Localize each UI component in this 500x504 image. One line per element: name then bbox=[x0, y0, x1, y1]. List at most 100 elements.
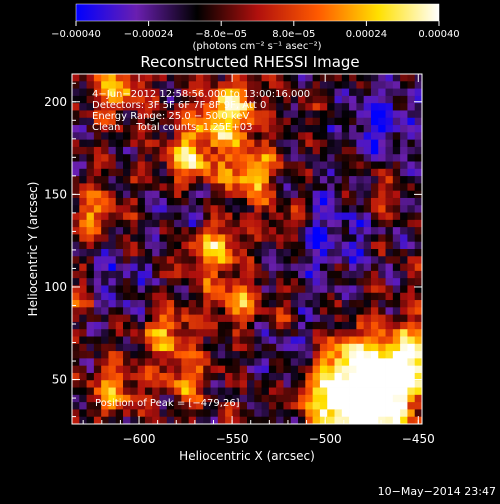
heatmap-cell bbox=[225, 256, 233, 264]
heatmap-cell bbox=[210, 329, 219, 337]
heatmap-cell bbox=[356, 285, 365, 294]
heatmap-cell bbox=[217, 351, 226, 359]
heatmap-cell bbox=[414, 372, 422, 381]
heatmap-cell bbox=[72, 336, 80, 345]
heatmap-cell bbox=[181, 285, 190, 294]
heatmap-cell bbox=[400, 321, 408, 330]
heatmap-cell bbox=[305, 95, 314, 104]
heatmap-cell bbox=[181, 380, 190, 388]
heatmap-cell bbox=[254, 314, 262, 323]
heatmap-cell bbox=[188, 394, 197, 403]
heatmap-cell bbox=[144, 278, 153, 286]
heatmap-cell bbox=[232, 95, 241, 104]
heatmap-cell bbox=[210, 219, 219, 228]
heatmap-cell bbox=[225, 300, 233, 308]
heatmap-cell bbox=[217, 146, 226, 155]
heatmap-cell bbox=[254, 285, 262, 294]
heatmap-cell bbox=[130, 74, 139, 82]
heatmap-cell bbox=[166, 219, 175, 228]
heatmap-cell bbox=[239, 278, 248, 286]
heatmap-cell bbox=[378, 212, 386, 221]
heatmap-cell bbox=[239, 329, 248, 337]
heatmap-cell bbox=[334, 139, 343, 148]
heatmap-cell bbox=[144, 132, 153, 141]
heatmap-cell bbox=[305, 241, 314, 250]
heatmap-cell bbox=[407, 358, 416, 367]
heatmap-cell bbox=[152, 402, 160, 410]
heatmap-cell bbox=[72, 197, 80, 206]
heatmap-cell bbox=[159, 292, 168, 301]
heatmap-cell bbox=[407, 263, 416, 272]
heatmap-cell bbox=[378, 409, 386, 418]
heatmap-cell bbox=[217, 409, 226, 418]
heatmap-cell bbox=[392, 234, 401, 243]
heatmap-cell bbox=[181, 81, 190, 89]
heatmap-cell bbox=[407, 212, 416, 221]
heatmap-cell bbox=[159, 183, 168, 192]
heatmap-cell bbox=[370, 205, 379, 213]
heatmap-cell bbox=[378, 234, 386, 243]
heatmap-cell bbox=[195, 402, 204, 410]
heatmap-cell bbox=[290, 88, 299, 97]
heatmap-cell bbox=[232, 241, 241, 250]
heatmap-cell bbox=[290, 336, 299, 345]
heatmap-cell bbox=[108, 409, 117, 418]
heatmap-cell bbox=[232, 176, 241, 184]
heatmap-cell bbox=[283, 270, 292, 279]
heatmap-cell bbox=[276, 387, 284, 396]
heatmap-cell bbox=[115, 351, 124, 359]
heatmap-cell bbox=[174, 256, 182, 264]
heatmap-cell bbox=[312, 132, 321, 141]
heatmap-cell bbox=[152, 161, 160, 170]
heatmap-cell bbox=[159, 139, 168, 148]
heatmap-cell bbox=[334, 227, 343, 235]
heatmap-cell bbox=[334, 183, 343, 192]
heatmap-cell bbox=[152, 125, 160, 133]
heatmap-cell bbox=[341, 241, 350, 250]
heatmap-cell bbox=[203, 139, 211, 148]
heatmap-cell bbox=[203, 409, 211, 418]
heatmap-cell bbox=[239, 197, 248, 206]
heatmap-cell bbox=[203, 205, 211, 213]
heatmap-cell bbox=[276, 88, 284, 97]
heatmap-cell bbox=[101, 329, 109, 337]
heatmap-cell bbox=[159, 190, 168, 199]
heatmap-cell bbox=[378, 125, 386, 133]
heatmap-cell bbox=[79, 263, 87, 272]
heatmap-cell bbox=[181, 110, 190, 119]
heatmap-cell bbox=[123, 321, 131, 330]
heatmap-cell bbox=[203, 161, 211, 170]
annotation-line: 4−Jun−2012 12:58:56.000 to 13:00:16.000 bbox=[92, 89, 310, 100]
heatmap-cell bbox=[174, 358, 182, 367]
heatmap-cell bbox=[392, 300, 401, 308]
heatmap-cell bbox=[385, 132, 394, 141]
heatmap-cell bbox=[130, 132, 139, 141]
heatmap-cell bbox=[239, 336, 248, 345]
heatmap-cell bbox=[195, 190, 204, 199]
heatmap-cell bbox=[166, 176, 175, 184]
heatmap-cell bbox=[181, 234, 190, 243]
heatmap-cell bbox=[341, 343, 350, 352]
heatmap-cell bbox=[341, 161, 350, 170]
heatmap-cell bbox=[385, 358, 394, 367]
heatmap-cell bbox=[225, 110, 233, 119]
heatmap-cell bbox=[137, 292, 146, 301]
heatmap-cell bbox=[334, 416, 343, 424]
heatmap-cell bbox=[378, 183, 386, 192]
heatmap-cell bbox=[247, 241, 255, 250]
heatmap-cell bbox=[407, 372, 416, 381]
heatmap-cell bbox=[261, 183, 270, 192]
heatmap-cell bbox=[290, 314, 299, 323]
heatmap-cell bbox=[363, 387, 372, 396]
x-tick-label: −600 bbox=[123, 432, 156, 446]
heatmap-cell bbox=[108, 380, 117, 388]
heatmap-cell bbox=[370, 81, 379, 89]
heatmap-cell bbox=[370, 278, 379, 286]
heatmap-cell bbox=[152, 351, 160, 359]
heatmap-cell bbox=[232, 372, 241, 381]
heatmap-cell bbox=[334, 88, 343, 97]
heatmap-cell bbox=[123, 234, 131, 243]
heatmap-cell bbox=[159, 351, 168, 359]
heatmap-cell bbox=[298, 139, 306, 148]
heatmap-cell bbox=[378, 270, 386, 279]
